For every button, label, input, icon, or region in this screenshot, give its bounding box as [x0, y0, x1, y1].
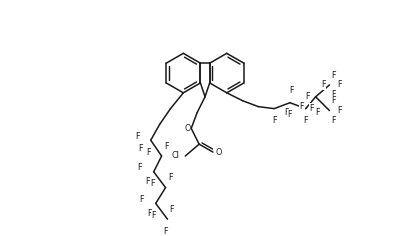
Text: F: F	[309, 104, 314, 113]
Text: F: F	[136, 132, 140, 141]
Text: O: O	[184, 124, 191, 133]
Text: F: F	[303, 116, 308, 125]
Text: F: F	[164, 142, 169, 151]
Text: F: F	[337, 106, 342, 115]
Text: F: F	[140, 195, 144, 204]
Text: F: F	[331, 116, 336, 125]
Text: Cl: Cl	[171, 151, 179, 160]
Text: F: F	[284, 108, 288, 117]
Text: F: F	[321, 80, 326, 89]
Text: F: F	[290, 86, 294, 95]
Text: F: F	[300, 102, 304, 111]
Text: F: F	[151, 211, 156, 220]
Text: F: F	[168, 173, 173, 182]
Text: F: F	[331, 96, 336, 105]
Text: F: F	[145, 177, 150, 186]
Text: F: F	[139, 144, 143, 153]
Text: F: F	[138, 163, 142, 172]
Text: O: O	[216, 148, 222, 156]
Text: F: F	[306, 92, 310, 101]
Text: F: F	[147, 148, 151, 156]
Text: F: F	[169, 205, 174, 214]
Text: F: F	[288, 110, 292, 119]
Text: F: F	[163, 227, 168, 236]
Text: F: F	[337, 80, 342, 89]
Text: F: F	[272, 116, 276, 125]
Text: F: F	[331, 90, 336, 99]
Text: F: F	[315, 108, 320, 117]
Text: F: F	[331, 71, 336, 80]
Text: F: F	[150, 179, 155, 188]
Text: F: F	[148, 209, 152, 218]
